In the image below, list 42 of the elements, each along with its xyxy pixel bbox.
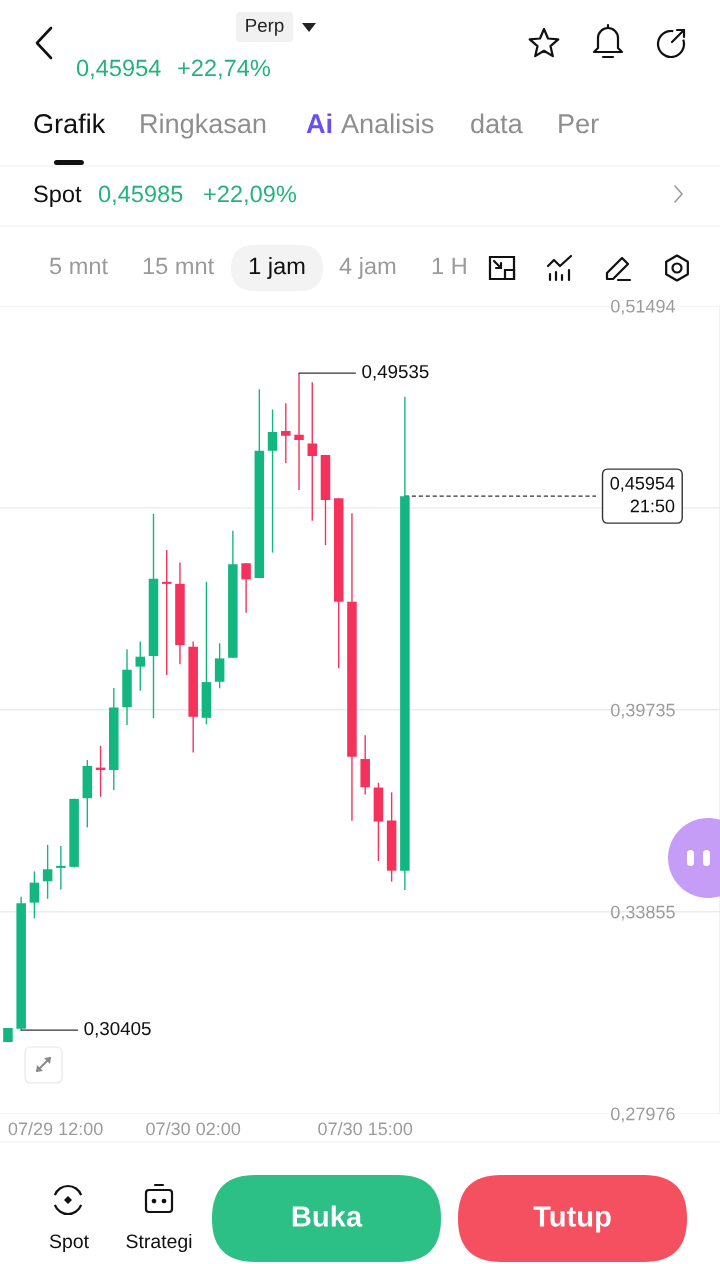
x-tick-label: 07/30 02:00 — [146, 1121, 241, 1136]
y-tick-label: 0,39735 — [611, 703, 675, 719]
text: 0,45985 — [98, 185, 183, 206]
text: Tutup — [533, 1206, 611, 1233]
candlestick — [161, 549, 172, 676]
candlestick — [214, 642, 225, 689]
ref-line-label: 0,45954 21:50 — [610, 476, 675, 513]
text: data — [471, 113, 523, 134]
text: +22,74% — [178, 59, 271, 80]
y-tick-label: 0,27976 — [611, 1107, 675, 1123]
y-tick-label: 0,33855 — [611, 905, 675, 921]
text: Spot — [49, 1234, 89, 1253]
text: Spot — [34, 185, 82, 208]
text: Analisis — [341, 113, 434, 134]
text: Per — [559, 114, 599, 134]
text: 15 mnt — [143, 257, 215, 275]
text: 1 jam — [249, 257, 305, 280]
candlestick — [29, 870, 40, 920]
annotation: 0,30405 — [84, 1021, 151, 1038]
x-tick-label: 07/30 15:00 — [318, 1121, 413, 1136]
annotation: 0,49535 — [362, 364, 429, 381]
text: Strategi — [126, 1233, 192, 1253]
text: Perp — [246, 18, 284, 36]
text: 1 H — [432, 257, 466, 275]
text: Grafik — [34, 113, 106, 134]
text: Ai — [306, 113, 332, 133]
candlestick — [267, 408, 278, 554]
candlestick — [135, 640, 146, 692]
text: +22,09% — [204, 185, 297, 206]
text: 4 jam — [339, 257, 396, 280]
candlestick — [241, 562, 251, 614]
text: 0,45954 — [76, 59, 161, 80]
text: 5 mnt — [49, 257, 108, 275]
text: Ringkasan — [141, 113, 266, 139]
text: Buka — [292, 1205, 363, 1227]
y-tick-label: 0,51494 — [611, 299, 676, 315]
x-tick-label: 07/29 12:00 — [8, 1121, 103, 1136]
candlestick — [307, 381, 318, 522]
candlestick — [56, 845, 66, 891]
candlestick — [42, 844, 53, 900]
candlestick — [281, 402, 291, 465]
candlestick — [294, 372, 304, 491]
